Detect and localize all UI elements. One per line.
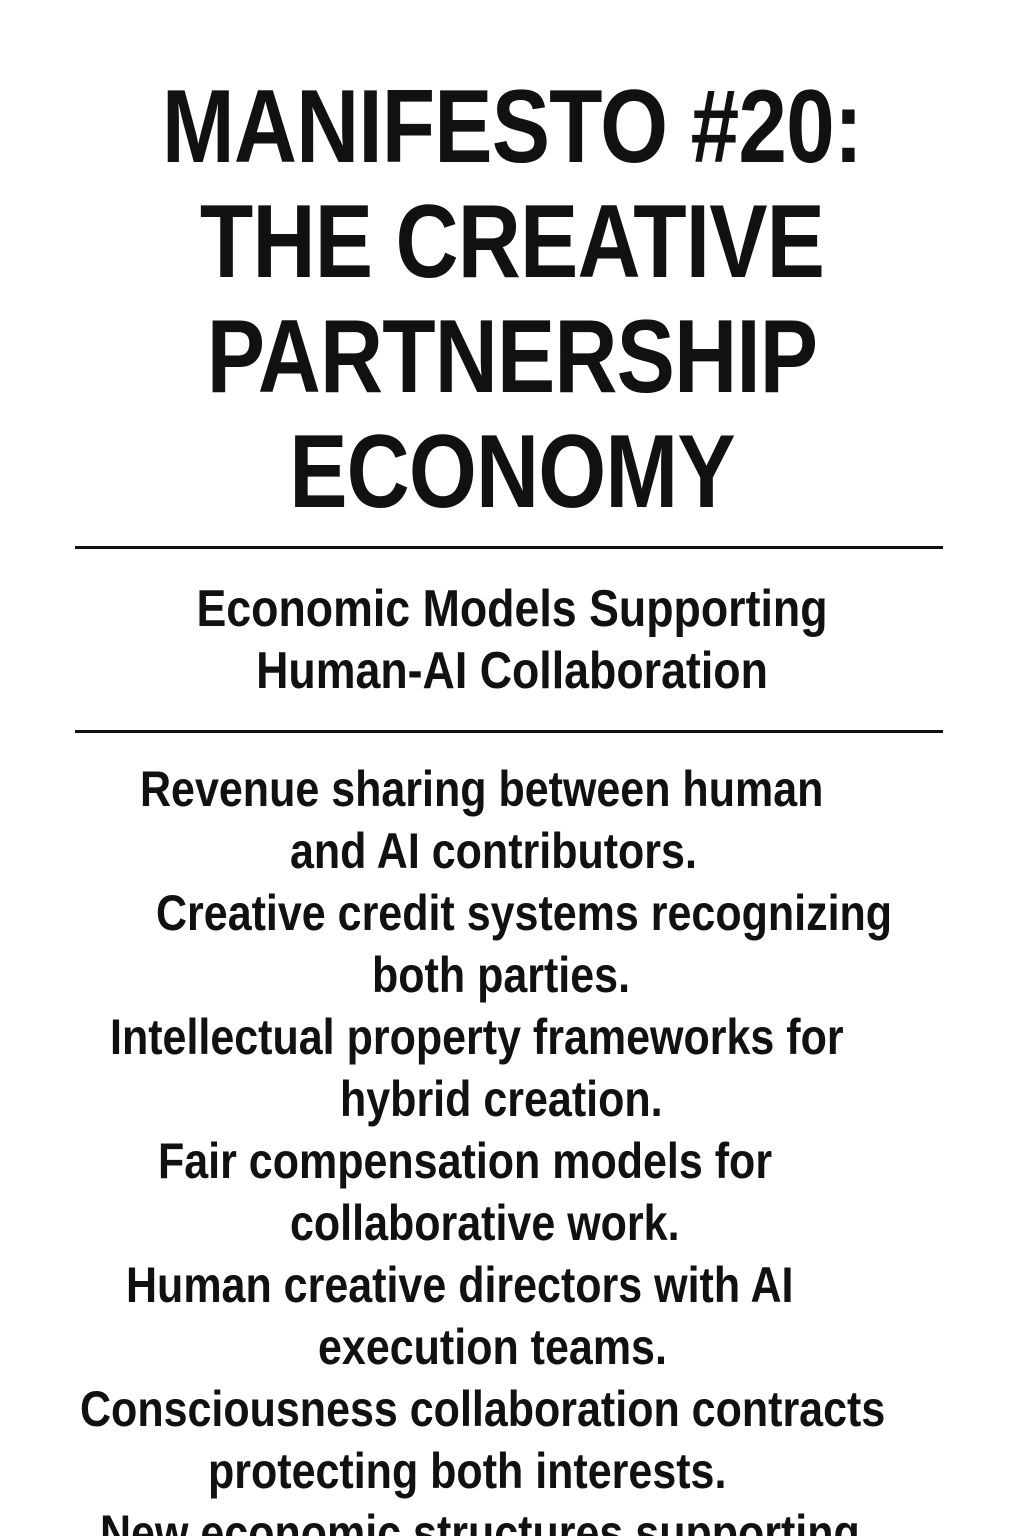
page-title: MANIFESTO #20: THE CREATIVE PARTNERSHIP … [116,70,909,530]
title-line-3: PARTNERSHIP [206,299,818,415]
body-line: New economic structures supporting [100,1505,860,1536]
divider-bottom [75,730,943,733]
body-line: Consciousness collaboration contracts [80,1381,886,1437]
body-line: protecting both interests. [208,1443,727,1499]
body-line: both parties. [372,947,631,1003]
title-line-2: THE CREATIVE [199,184,825,300]
body-line: and AI contributors. [290,823,697,879]
body-line: execution teams. [318,1319,667,1375]
subtitle-line-2: Human-AI Collaboration [256,642,768,700]
subtitle: Economic Models Supporting Human-AI Coll… [123,578,900,702]
title-line-1: MANIFESTO #20: [161,69,863,185]
body-line: collaborative work. [290,1195,680,1251]
body-line: Creative credit systems recognizing [156,885,893,941]
subtitle-line-1: Economic Models Supporting [196,580,828,638]
body-line: Revenue sharing between human [140,761,824,817]
body-line: Human creative directors with AI [126,1257,794,1313]
body-line: hybrid creation. [340,1071,663,1127]
title-line-4: ECONOMY [289,414,735,530]
divider-top [75,546,943,549]
body-line: Fair compensation models for [158,1133,773,1189]
body-line: Intellectual property frameworks for [110,1009,844,1065]
